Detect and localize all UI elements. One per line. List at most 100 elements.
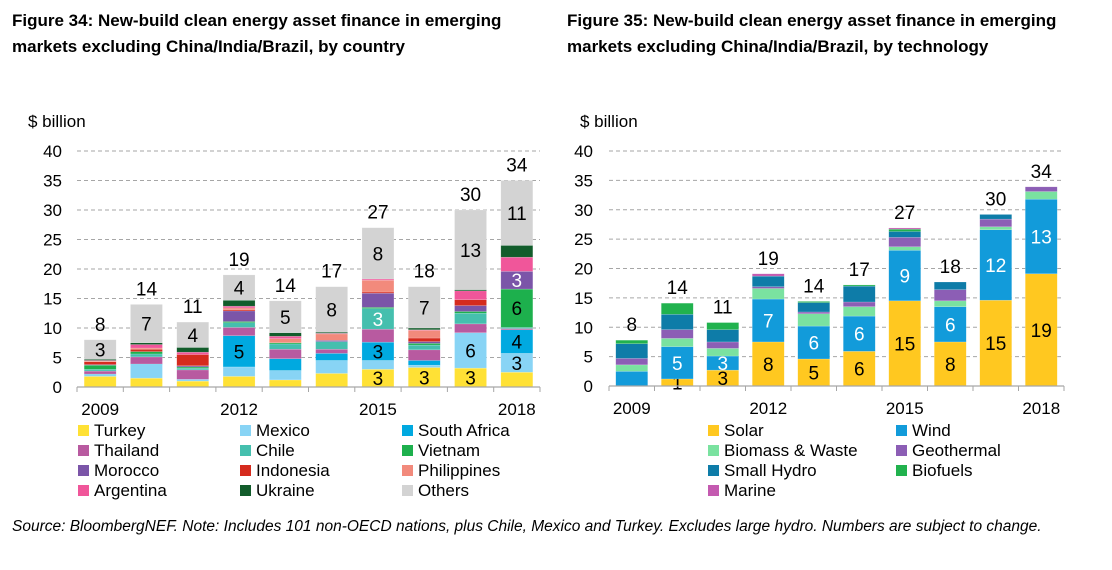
bar-segment-vietnam (83, 364, 117, 370)
bar-segment-small-hydro (979, 214, 1012, 220)
bar-segment-philippines (408, 330, 441, 339)
y-tick-label: 0 (584, 377, 593, 396)
bar-segment-others (408, 286, 441, 329)
bar-segment-chile (315, 341, 348, 350)
bar-segment-south-africa (269, 358, 302, 371)
y-tick-label: 35 (574, 171, 593, 190)
bar-segment-south-africa (408, 360, 441, 366)
segment-label: 15 (894, 334, 915, 355)
segment-label: 4 (234, 279, 245, 300)
bar-segment-chile (176, 367, 209, 371)
bar-segment-wind (979, 229, 1012, 301)
bar-segment-south-africa (361, 341, 395, 361)
bar-segment-vietnam (500, 288, 534, 328)
legend-item-morocco: Morocco (78, 461, 159, 481)
legend-item-vietnam: Vietnam (402, 441, 480, 461)
bar-segment-others (315, 286, 348, 333)
bar-segment-small-hydro (661, 314, 694, 330)
total-label: 17 (849, 260, 870, 281)
total-label: 14 (667, 278, 689, 299)
y-tick-label: 15 (574, 289, 593, 308)
bar-segment-others (454, 209, 487, 290)
bar-segment-mexico (83, 374, 117, 377)
bar-segment-geothermal (615, 358, 648, 366)
bar-stack-2017: 3 6 13 (454, 209, 487, 390)
legend-item-wind: Wind (896, 421, 951, 441)
bar-segment-argentina (500, 256, 534, 272)
legend-item-small-hydro: Small Hydro (708, 461, 817, 481)
legend-swatch (240, 465, 251, 476)
segment-label: 8 (945, 355, 956, 376)
legend-swatch (896, 445, 907, 456)
bar-segment-small-hydro (752, 275, 785, 287)
y-tick-label: 20 (574, 260, 593, 279)
bar-segment-biomass-waste (843, 306, 876, 317)
y-tick-label: 35 (43, 172, 62, 191)
bar-segment-wind (752, 298, 785, 343)
bar-segment-chile (454, 313, 487, 325)
bar-segment-wind (797, 325, 830, 360)
bar-segment-philippines (361, 279, 395, 293)
legend-swatch (708, 445, 719, 456)
figure-35-title: Figure 35: New-build clean energy asset … (567, 11, 1057, 56)
total-label: 18 (414, 262, 435, 283)
y-tick-label: 15 (43, 290, 62, 309)
x-tick-label: 2012 (220, 400, 258, 419)
legend-label: Biofuels (912, 461, 973, 480)
legend-item-geothermal: Geothermal (896, 441, 1001, 461)
total-label: 27 (894, 203, 915, 224)
total-label: 34 (1031, 162, 1053, 183)
bar-segment-turkey (222, 376, 256, 388)
legend-swatch (240, 485, 251, 496)
segment-label: 8 (763, 355, 774, 376)
bar-segment-philippines (315, 333, 348, 341)
bar-segment-others (269, 300, 302, 333)
bar-segment-mexico (269, 370, 302, 381)
bar-segment-thailand (408, 349, 441, 361)
bar-segment-argentina (176, 351, 209, 355)
bar-segment-vietnam (408, 343, 441, 346)
legend-label: Turkey (94, 421, 146, 440)
bar-segment-others (130, 304, 163, 343)
bar-segment-mexico (454, 332, 487, 369)
y-tick-label: 5 (584, 348, 593, 367)
y-tick-label: 5 (53, 349, 62, 368)
y-tick-label: 20 (43, 260, 62, 279)
bar-segment-others (222, 274, 256, 301)
bar-segment-small-hydro (706, 329, 739, 343)
figure-34-title: Figure 34: New-build clean energy asset … (12, 11, 502, 56)
bar-segment-geothermal (1025, 186, 1058, 192)
bar-segment-argentina (130, 344, 163, 349)
segment-label: 6 (512, 299, 523, 320)
y-tick-label: 40 (43, 142, 62, 161)
bar-segment-small-hydro (615, 343, 648, 359)
total-label: 14 (803, 276, 825, 297)
legend-item-indonesia: Indonesia (240, 461, 330, 481)
segment-label: 3 (512, 271, 523, 292)
bar-segment-biomass-waste (661, 338, 694, 347)
segment-label: 6 (854, 325, 865, 346)
bar-segment-argentina (454, 290, 487, 300)
total-label: 19 (758, 249, 779, 270)
bar-segment-south-africa (315, 353, 348, 361)
y-tick-label: 10 (574, 318, 593, 337)
legend-item-ukraine: Ukraine (240, 481, 315, 501)
bar-stack-2009: 3 (83, 339, 117, 388)
total-label: 19 (228, 250, 249, 271)
legend-swatch (78, 445, 89, 456)
bar-segment-mexico (315, 360, 348, 374)
legend-item-turkey: Turkey (78, 421, 145, 441)
bar-segment-thailand (130, 356, 163, 365)
bar-segment-wind (934, 306, 967, 343)
bar-segment-ukraine (408, 327, 441, 331)
y-axis-label: $ billion (28, 112, 86, 131)
legend-label: Geothermal (912, 441, 1001, 460)
bar-segment-biomass-waste (615, 364, 648, 372)
bar-segment-indonesia (176, 354, 209, 367)
legend-swatch (78, 425, 89, 436)
segment-label: 3 (717, 354, 728, 375)
bar-segment-chile (269, 343, 302, 350)
segment-label: 12 (985, 256, 1006, 277)
bar-segment-mexico (176, 379, 209, 382)
